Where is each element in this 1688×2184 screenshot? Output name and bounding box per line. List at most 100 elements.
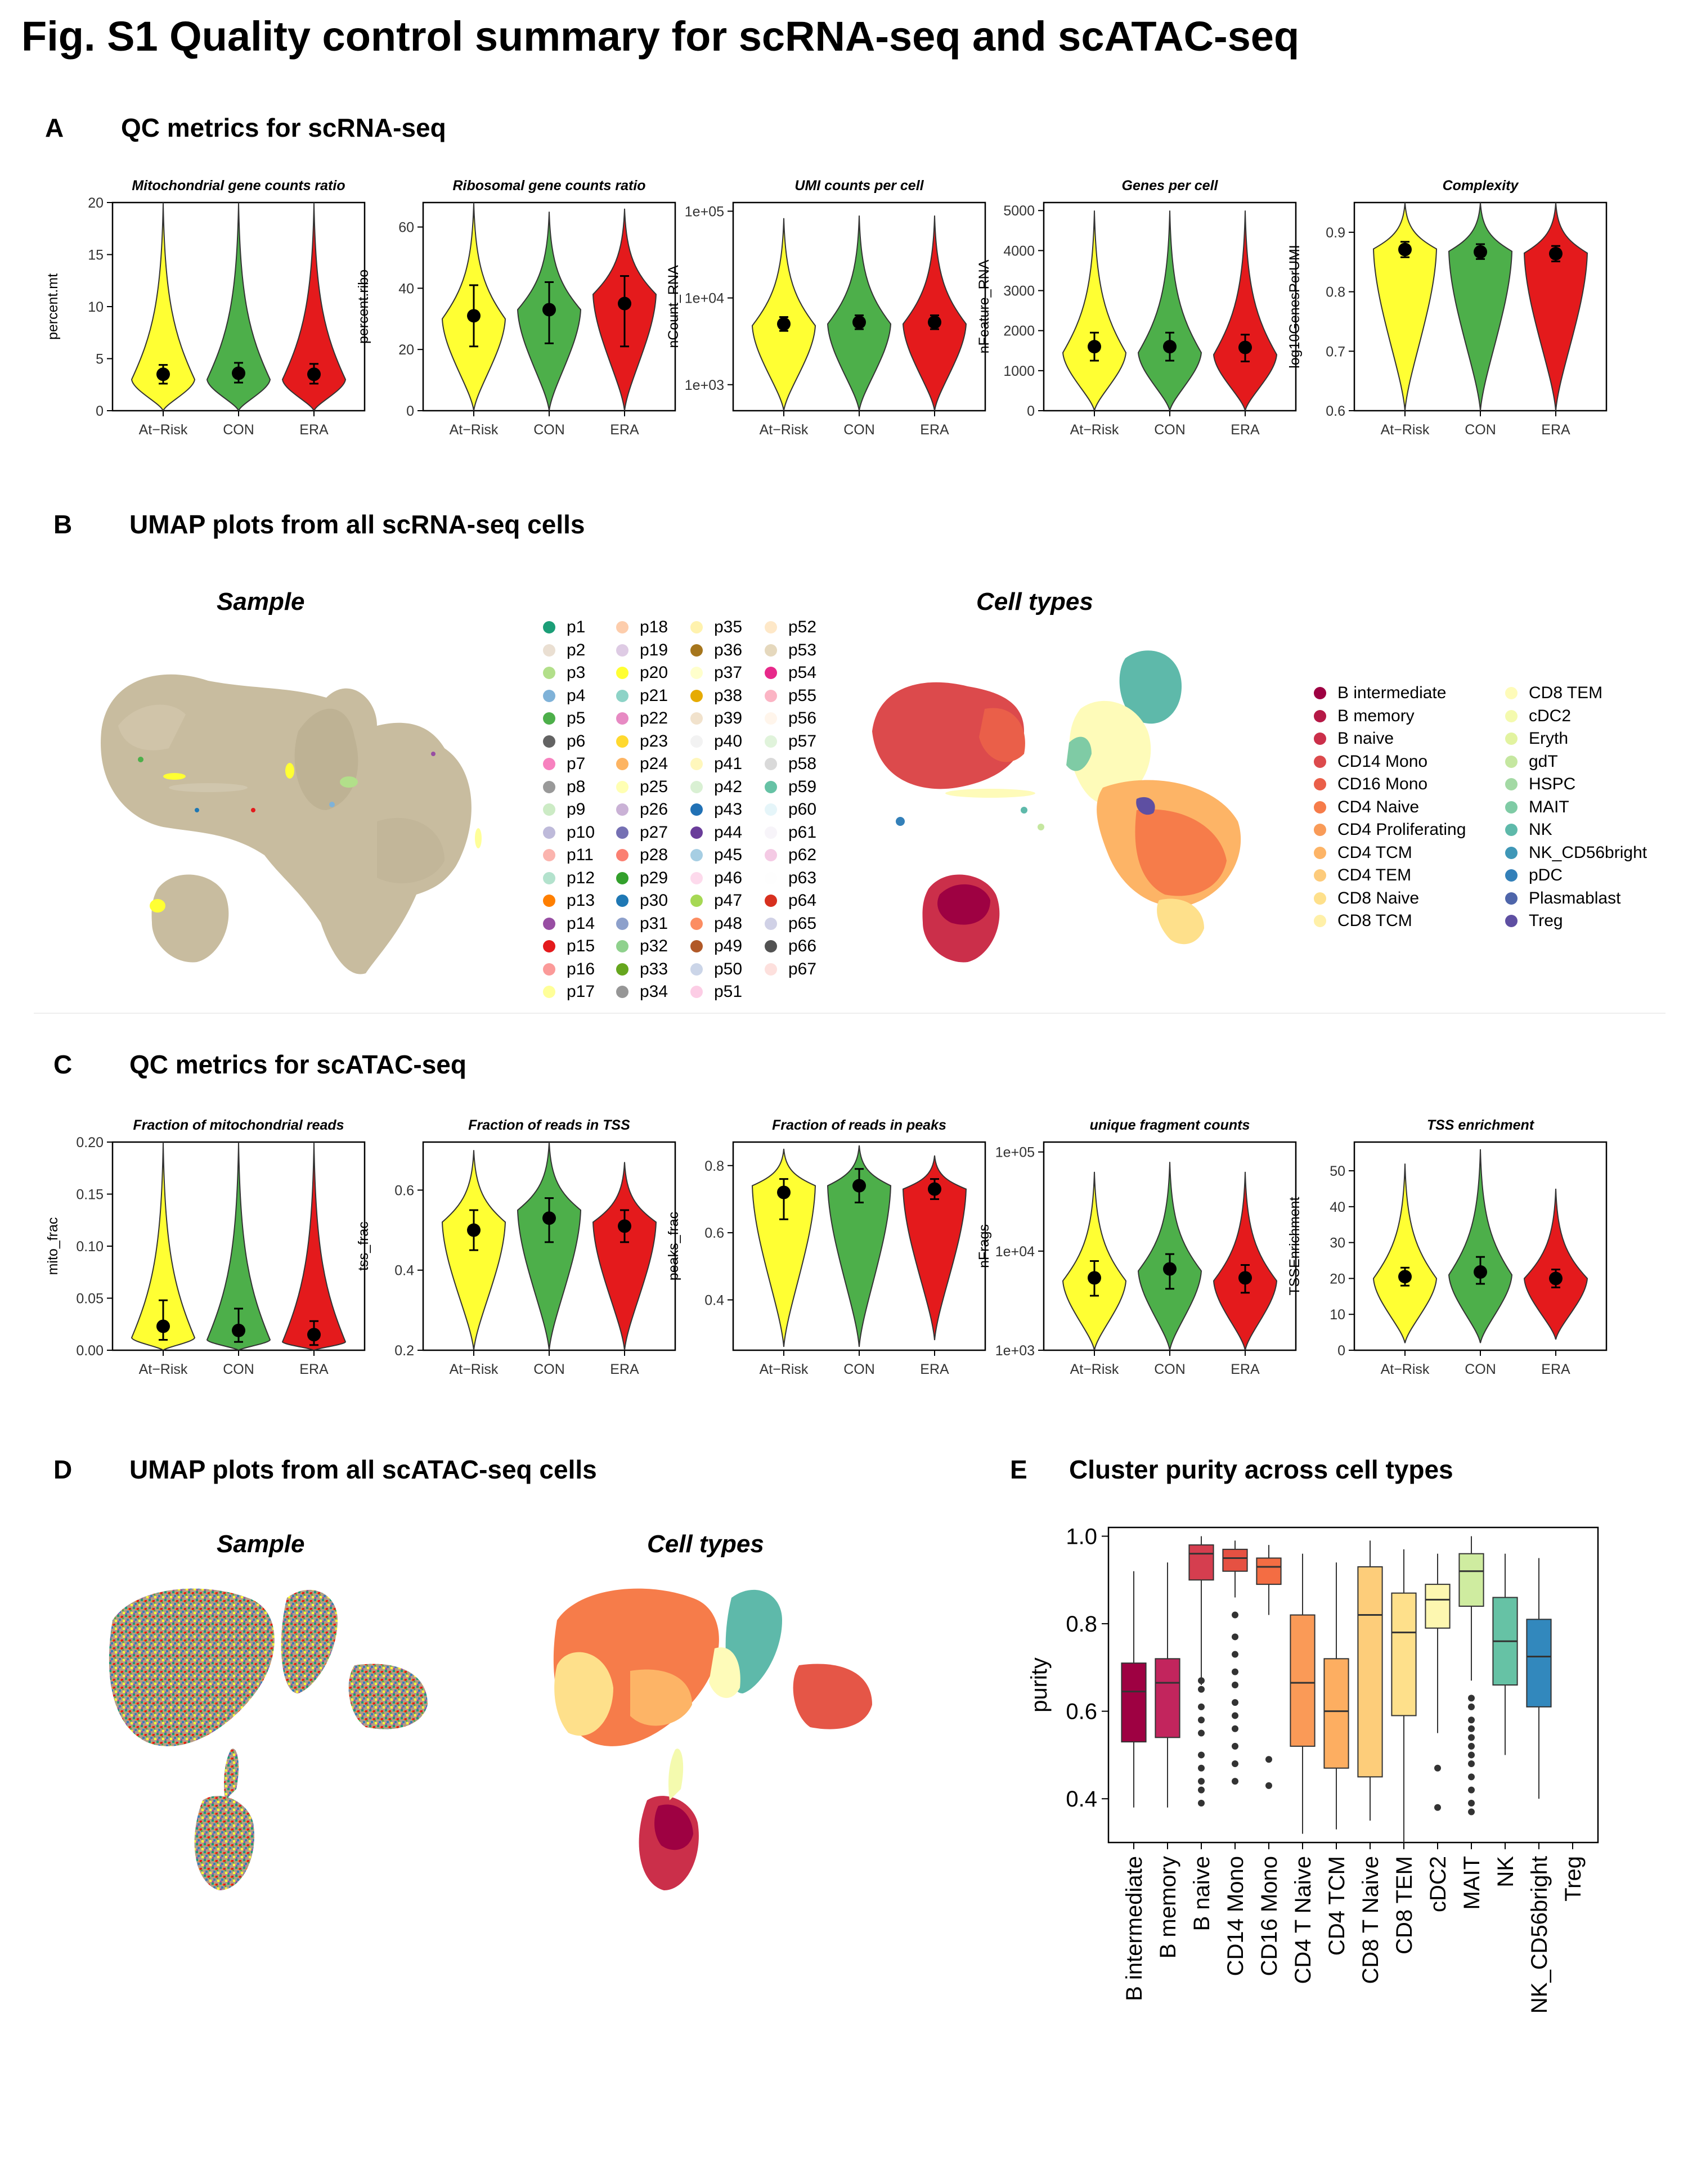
umap-atac-cluster-b [194, 1796, 254, 1890]
violin-panel-title: TSS enrichment [1427, 1117, 1535, 1133]
mean-point [777, 317, 791, 331]
umap-region-b-intermediate [937, 884, 990, 925]
sample_legend-item: p18 [616, 616, 690, 639]
legend-label: p12 [567, 868, 595, 887]
y-tick-label: 40 [398, 281, 414, 296]
y-axis-label: tss_frac [356, 1221, 371, 1271]
box [1526, 1619, 1552, 1707]
mean-point [1549, 246, 1563, 260]
legend-swatch [1314, 755, 1326, 768]
legend-label: p34 [640, 982, 668, 1001]
celltype_legend-item: HSPC [1505, 773, 1688, 796]
legend-label: p50 [714, 959, 743, 978]
legend-swatch [1505, 755, 1518, 768]
x-tick-label: CON [843, 422, 875, 438]
legend-label: HSPC [1529, 775, 1576, 794]
outlier-point [1198, 1716, 1205, 1724]
legend-swatch [1505, 824, 1518, 837]
legend-swatch [543, 963, 555, 976]
mean-point [156, 367, 170, 381]
y-tick-label: 1e+03 [685, 378, 724, 393]
outlier-point [1232, 1668, 1238, 1675]
legend-swatch [1314, 778, 1326, 791]
legend-label: p23 [640, 731, 668, 751]
legend-label: MAIT [1529, 797, 1569, 816]
x-tick-label: ERA [1541, 422, 1570, 438]
sample_legend-item: p37 [690, 662, 765, 685]
sample_legend-item: p26 [616, 798, 690, 821]
legend-swatch [1314, 687, 1326, 700]
y-axis-label: nCount_RNA [666, 265, 681, 348]
sample_legend-item: p27 [616, 821, 690, 844]
y-tick-label: 0 [406, 403, 414, 419]
legend-label: p49 [714, 937, 743, 956]
x-tick-label: B intermediate [1122, 1856, 1147, 2001]
box [1323, 1658, 1349, 1769]
violin-shape [1448, 202, 1513, 411]
sample-legend: p1 p2 p3 p4 p5 p6 p7 p8 p9 p10 p11 p12 p13 p14 p15 p16 p… [543, 616, 839, 1004]
sample_legend-item: p24 [616, 753, 690, 776]
box [1222, 1548, 1248, 1572]
y-tick-label: 3000 [1003, 284, 1035, 299]
violin-panel-title: unique fragment counts [1090, 1117, 1250, 1133]
mean-point [1398, 242, 1412, 257]
outlier-point [1468, 1734, 1475, 1741]
celltype_legend-item: MAIT [1505, 796, 1688, 819]
outlier-point [1468, 1773, 1475, 1781]
legend-swatch [690, 986, 703, 999]
legend-swatch [616, 940, 628, 953]
legend-swatch [616, 712, 628, 725]
legend-label: p35 [714, 618, 743, 637]
sample_legend-item: p29 [616, 867, 690, 890]
x-tick-label: At−Risk [760, 1361, 809, 1377]
mean-point [928, 1182, 941, 1196]
sample_legend-item: p17 [543, 981, 616, 1004]
legend-swatch [765, 803, 777, 816]
box [1357, 1566, 1383, 1778]
legend-swatch [765, 689, 777, 702]
legend-swatch [616, 917, 628, 930]
violin-panel-atac_tss: Fraction of reads in TSS 0.2 0.4 0.6 tss_fra… [356, 1117, 676, 1377]
sample_legend-item: p55 [765, 685, 839, 708]
umap-atac-cluster-mono [348, 1664, 428, 1729]
y-tick-label: 0.05 [76, 1291, 104, 1307]
legend-label: B memory [1337, 706, 1415, 725]
violin-shape [751, 218, 816, 411]
legend-swatch [1505, 801, 1518, 814]
y-tick-label: 1e+03 [995, 1343, 1035, 1359]
x-tick-label: NK_CD56bright [1527, 1856, 1552, 2014]
mean-point [467, 309, 481, 323]
panel-c-title: QC metrics for scATAC-seq [129, 1050, 466, 1079]
mean-point [1474, 1265, 1487, 1279]
outlier-point [1468, 1716, 1475, 1724]
outlier-point [1198, 1729, 1205, 1737]
x-tick-label: At−Risk [1381, 1361, 1430, 1377]
umap-region-cd8-naive [1157, 898, 1204, 945]
y-tick-label: 0.6 [394, 1183, 414, 1198]
outlier-point [1468, 1703, 1475, 1710]
legend-label: p42 [714, 777, 743, 796]
legend-label: p66 [788, 937, 817, 956]
umap-region-small-1 [945, 789, 1035, 798]
legend-swatch [1314, 824, 1326, 837]
celltype_legend-item: CD16 Mono [1314, 773, 1505, 796]
mean-point [1088, 1271, 1101, 1285]
y-tick-label: 40 [1330, 1199, 1345, 1215]
sample_legend-item: p67 [765, 958, 839, 981]
sample_legend-item: p14 [543, 913, 616, 936]
x-tick-label: ERA [610, 1361, 639, 1377]
outlier-point [1265, 1756, 1272, 1763]
violin-shape [1523, 1188, 1588, 1340]
sample_legend-item: p65 [765, 913, 839, 936]
sample_legend-item: p4 [543, 685, 616, 708]
legend-label: p56 [788, 709, 817, 728]
y-tick-label: 10 [88, 299, 104, 315]
legend-swatch [690, 780, 703, 793]
legend-label: p62 [788, 846, 817, 865]
celltype_legend-item: NK_CD56bright [1505, 842, 1688, 865]
sample_legend-item: p9 [543, 798, 616, 821]
sample_legend-item: p12 [543, 867, 616, 890]
sample_legend-item: p46 [690, 867, 765, 890]
umap-atac-region-cd4-tcm [630, 1669, 692, 1726]
legend-swatch [543, 871, 555, 884]
